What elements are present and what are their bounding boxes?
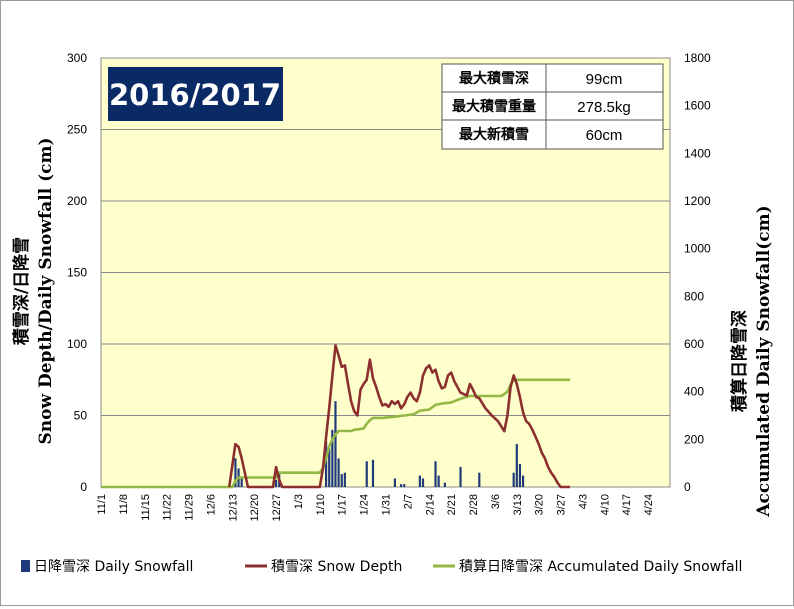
x-tick-label: 11/29 (184, 494, 196, 521)
x-tick-label: 4/10 (599, 494, 611, 515)
left-axis-title-line1: 積雪深/日降雪 (11, 237, 32, 345)
left-tick-label: 50 (74, 409, 88, 423)
x-tick-label: 4/17 (621, 494, 633, 515)
left-axis-ticks: 0 50 100 150 200 250 300 (67, 51, 87, 494)
legend-label-snow-depth: 積雪深 Snow Depth (271, 559, 402, 575)
x-tick-label: 1/3 (293, 494, 305, 509)
snowfall-bar (334, 401, 337, 487)
left-tick-label: 0 (80, 480, 87, 494)
right-tick-label: 200 (684, 432, 704, 446)
snowfall-bar (340, 474, 343, 487)
stat-label-max-new-snow: 最大新積雪 (459, 126, 529, 143)
right-tick-label: 0 (684, 480, 691, 494)
left-tick-label: 200 (67, 194, 87, 208)
x-axis-ticks: 11/1 11/8 11/15 11/22 11/29 12/6 12/13 12/20 12/… (96, 494, 655, 522)
right-tick-label: 1600 (684, 99, 711, 113)
snowfall-bar (521, 475, 525, 487)
right-tick-label: 400 (684, 385, 704, 399)
x-tick-label: 1/17 (337, 494, 349, 515)
snowfall-bar (325, 441, 328, 487)
right-tick-label: 1400 (684, 146, 711, 160)
x-tick-label: 2/28 (468, 494, 480, 515)
series-lines (101, 344, 570, 489)
snow-depth-line (227, 344, 570, 489)
x-tick-label: 3/27 (556, 494, 568, 515)
snowfall-bar (400, 484, 403, 487)
x-tick-label: 2/21 (446, 494, 458, 515)
legend-label-accumulated: 積算日降雪深 Accumulated Daily Snowfall (459, 559, 742, 575)
snowfall-bar (393, 478, 396, 487)
right-axis-title: 積算日降雪深 Accumulated Daily Snowfall(cm) (729, 205, 774, 517)
stat-label-max-depth: 最大積雪深 (459, 70, 529, 87)
snowfall-bar (343, 472, 346, 487)
right-tick-label: 600 (684, 337, 704, 351)
snowfall-bar (459, 466, 462, 487)
right-axis-title-line1: 積算日降雪深 (729, 310, 750, 412)
x-tick-label: 3/6 (490, 494, 502, 509)
x-tick-label: 11/22 (162, 494, 174, 521)
x-tick-label: 4/3 (577, 494, 589, 509)
accumulated-line (101, 378, 570, 489)
snowfall-bar (234, 458, 237, 487)
x-tick-label: 11/1 (96, 494, 108, 515)
snowfall-bar (434, 461, 437, 487)
stats-table: 最大積雪深 99cm 最大積雪重量 278.5kg 最大新積雪 60cm (441, 63, 664, 150)
x-tick-label: 4/24 (643, 494, 655, 515)
x-tick-label: 2/14 (424, 494, 436, 515)
right-tick-label: 1800 (684, 51, 711, 65)
snowfall-bar (371, 459, 375, 487)
right-tick-label: 1000 (684, 242, 711, 256)
x-tick-label: 1/24 (359, 494, 371, 515)
snowfall-bar (403, 484, 406, 487)
right-tick-label: 1200 (684, 194, 711, 208)
left-tick-label: 150 (67, 266, 87, 280)
x-tick-label: 12/13 (227, 494, 239, 522)
x-tick-label: 3/13 (512, 494, 524, 515)
left-tick-label: 100 (67, 337, 87, 351)
left-axis-title-line2: Snow Depth/Daily Snowfall (cm) (36, 137, 56, 444)
season-label: 2016/2017 (109, 78, 281, 112)
stat-value-max-new-snow: 60cm (586, 127, 623, 144)
snowfall-bar (331, 429, 334, 487)
x-tick-label: 3/20 (534, 494, 546, 515)
season-badge (108, 67, 283, 121)
right-axis-title-line2: Accumulated Daily Snowfall(cm) (754, 205, 774, 517)
snowfall-bar (518, 464, 522, 487)
daily-snowfall-bars (234, 401, 525, 487)
snowfall-bar (421, 478, 425, 487)
snowfall-bar (274, 479, 278, 487)
x-tick-label: 1/31 (381, 494, 393, 515)
snowfall-bar (512, 472, 515, 487)
legend-swatch-daily-snowfall (21, 560, 30, 572)
snowfall-bar (515, 444, 518, 487)
snowfall-bar (328, 448, 331, 487)
right-tick-label: 800 (684, 289, 704, 303)
right-axis-ticks: 0 200 400 600 800 1000 1200 1400 1600 1800 (684, 51, 711, 494)
left-axis-title: 積雪深/日降雪 Snow Depth/Daily Snowfall (cm) (11, 137, 56, 444)
stat-value-max-weight: 278.5kg (577, 99, 630, 116)
snowfall-bar (443, 482, 446, 487)
x-tick-label: 12/20 (249, 494, 261, 522)
legend-label-daily-snowfall: 日降雪深 Daily Snowfall (34, 559, 193, 575)
x-tick-label: 11/15 (140, 494, 152, 521)
stat-value-max-depth: 99cm (586, 71, 623, 88)
stat-label-max-weight: 最大積雪重量 (452, 98, 536, 115)
left-tick-label: 250 (67, 123, 87, 137)
x-tick-label: 1/10 (315, 494, 327, 515)
x-tick-label: 12/6 (205, 494, 217, 515)
left-tick-label: 300 (67, 51, 87, 65)
snowfall-bar (240, 476, 243, 487)
x-tick-label: 2/7 (402, 494, 414, 509)
snowfall-bar (418, 475, 421, 487)
grid-lines (101, 57, 670, 416)
snowfall-bar (365, 461, 368, 487)
snowfall-bar (437, 475, 440, 487)
legend: 日降雪深 Daily Snowfall 積雪深 Snow Depth 積算日降雪… (21, 559, 742, 575)
snowfall-bar (337, 458, 340, 487)
snowfall-bar (478, 472, 481, 487)
x-tick-label: 12/27 (271, 494, 283, 522)
x-tick-label: 11/8 (118, 494, 130, 515)
